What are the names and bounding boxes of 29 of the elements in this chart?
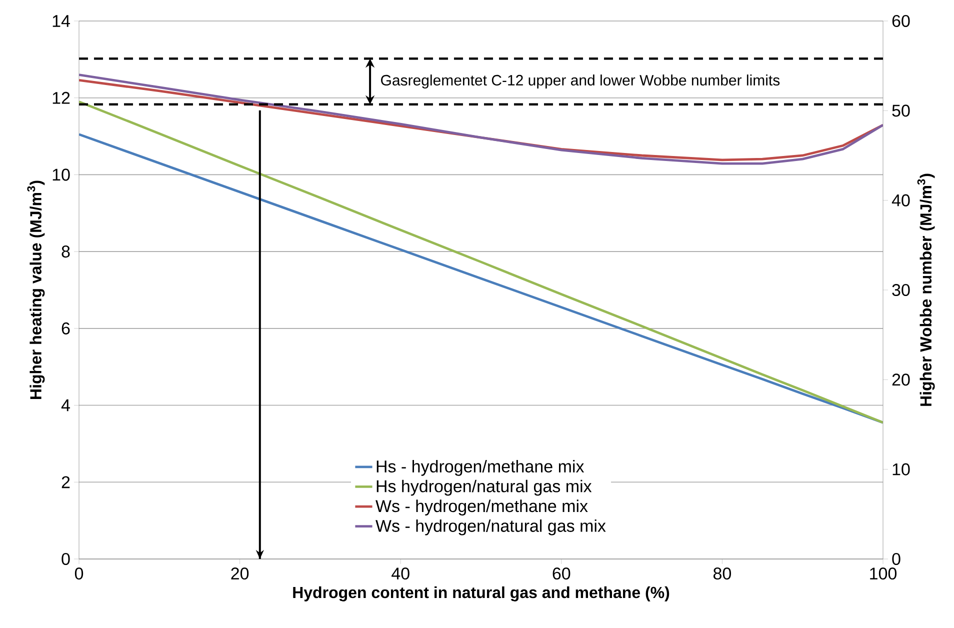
y-tick-label: 6 (62, 322, 70, 334)
y2-tick-label: 0 (892, 552, 900, 566)
x-tick-label: 0 (74, 568, 84, 580)
y-tick-label: 4 (61, 399, 70, 412)
y-tick-label: 0 (62, 552, 70, 566)
y2-tick-label: 40 (892, 194, 910, 206)
y-tick-label: 2 (62, 476, 70, 488)
y-tick-label: 8 (62, 246, 70, 258)
annotation: Gasreglementet C-12 upper and lower Wobbe number limits (381, 74, 780, 89)
x-tick-label: 60 (552, 568, 570, 580)
x-axis-title: Hydrogen content in natural gas and methane (%) (293, 586, 670, 602)
y2-tick-label: 10 (892, 463, 910, 476)
x-tick-label: 20 (231, 568, 249, 580)
x-tick-label: 40 (392, 568, 410, 580)
legend-label: Hs hydrogen/natural gas mix (376, 480, 592, 496)
legend-label: Hs - hydrogen/methane mix (376, 460, 584, 476)
x-tick-label: 80 (713, 568, 731, 580)
y2-axis-title: Higher Wobbe number (MJ/m$^{3}$) (917, 174, 935, 406)
y2-tick-label: 50 (892, 104, 910, 117)
y-tick-label: 12 (52, 92, 70, 104)
y2-tick-label: 60 (892, 14, 910, 28)
y2-tick-label: 30 (892, 284, 910, 296)
y-tick-label: 14 (52, 15, 70, 27)
legend-label: Ws - hydrogen/natural gas mix (376, 519, 606, 536)
x-tick-label: 100 (870, 568, 897, 580)
legend-label: Ws - hydrogen/methane mix (376, 500, 588, 516)
y-tick-label: 10 (52, 168, 70, 181)
y-axis-title: Higher heating value (MJ/m$^{3}$) (27, 180, 45, 399)
y2-tick-label: 20 (892, 374, 910, 386)
